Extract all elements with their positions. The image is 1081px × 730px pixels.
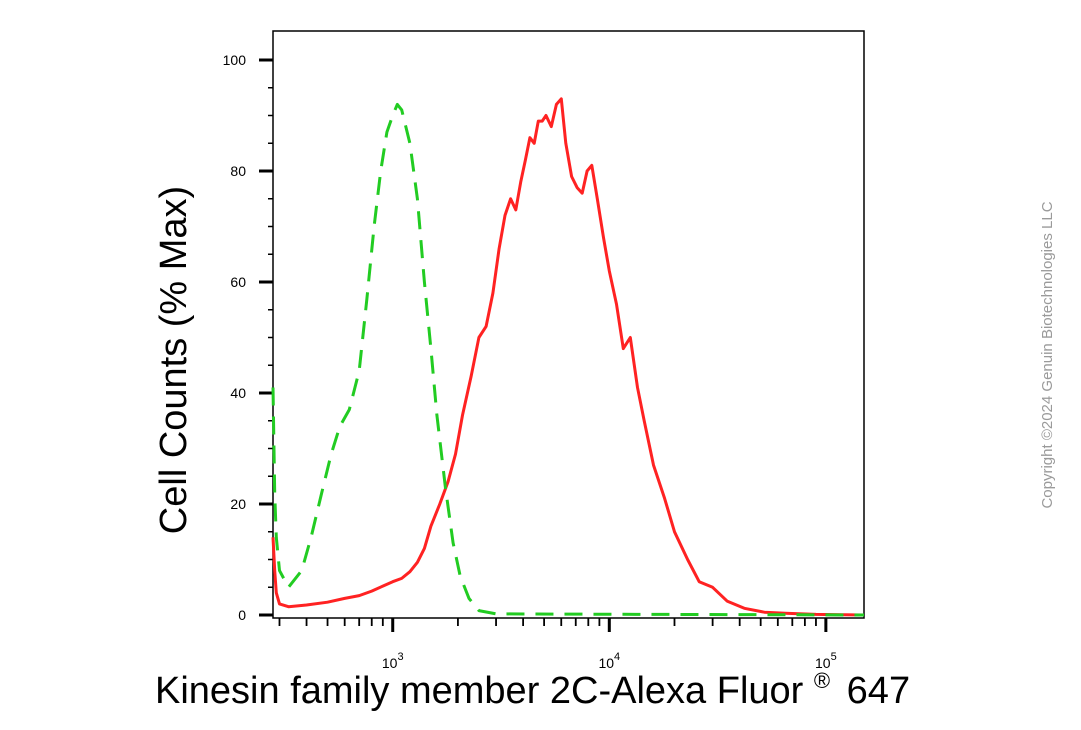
y-tick-label: 0 (238, 607, 246, 623)
x-axis-title: Kinesin family member 2C-Alexa Fluor ® 6… (155, 655, 910, 712)
x-axis: 103 104 105 (278, 618, 837, 671)
y-axis-title: Cell Counts (% Max) (153, 186, 195, 534)
x-tick-label: 105 (815, 651, 837, 671)
y-tick-label: 80 (230, 163, 246, 179)
copyright-watermark: Copyright ©2024 Genuin Biotechnologies L… (1039, 201, 1056, 508)
y-tick-label: 60 (230, 274, 246, 290)
plot-frame (272, 30, 865, 619)
x-axis-title-registered: ® (814, 668, 830, 693)
x-tick-label-exponent: 5 (831, 651, 837, 663)
x-axis-title-suffix: 647 (847, 670, 910, 712)
series-layer (271, 97, 865, 617)
y-tick-label: 20 (230, 496, 246, 512)
y-tick-label: 100 (223, 52, 247, 68)
isotype-control-series-line (271, 102, 865, 617)
y-tick-label: 40 (230, 385, 246, 401)
x-tick-label-exponent: 4 (614, 651, 620, 663)
x-axis-title-main: Kinesin family member 2C-Alexa Fluor (155, 670, 804, 712)
x-tick-label-base: 10 (382, 655, 398, 671)
x-tick-label-base: 10 (815, 655, 831, 671)
x-tick-label: 104 (598, 651, 620, 671)
x-tick-label-exponent: 3 (397, 651, 403, 663)
x-tick-label: 103 (382, 651, 404, 671)
x-tick-label-base: 10 (598, 655, 614, 671)
y-axis: 0 20 40 60 80 100 (223, 52, 273, 623)
sample-series-line (271, 97, 865, 617)
